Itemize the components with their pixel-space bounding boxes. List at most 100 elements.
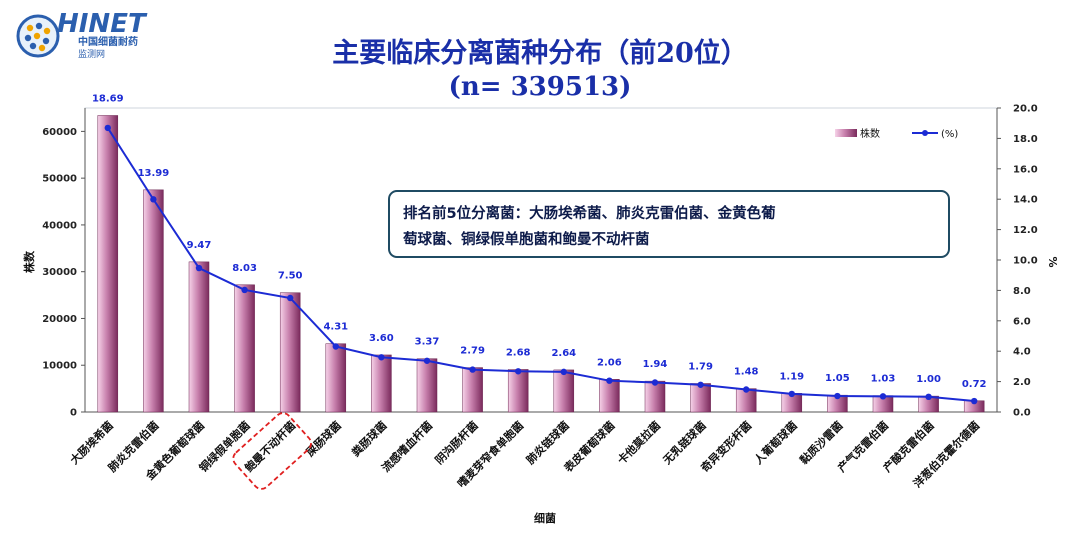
percent-value-label: 7.50 bbox=[278, 271, 303, 282]
legend-line-label: (%) bbox=[941, 129, 958, 140]
percent-value-label: 8.03 bbox=[232, 263, 257, 274]
percent-value-label: 2.68 bbox=[506, 347, 531, 358]
category-label: 阴沟肠杆菌 bbox=[432, 418, 481, 467]
percent-value-label: 2.79 bbox=[460, 346, 485, 357]
chart-subtitle: (n= 339513) bbox=[449, 72, 632, 102]
percent-value-label: 1.48 bbox=[734, 367, 759, 378]
category-label: 肺炎链球菌 bbox=[523, 418, 572, 467]
y2-tick-label: 20.0 bbox=[1013, 104, 1038, 115]
category-label: 无乳链球菌 bbox=[659, 418, 708, 467]
percent-point bbox=[879, 393, 887, 400]
bar bbox=[279, 292, 301, 413]
y2-tick-label: 18.0 bbox=[1013, 134, 1038, 145]
bar bbox=[188, 261, 210, 413]
note-box-frame bbox=[388, 190, 950, 258]
y-tick-label: 20000 bbox=[42, 314, 77, 325]
percent-point bbox=[606, 377, 613, 384]
x-axis-title: 细菌 bbox=[534, 511, 556, 525]
bar bbox=[462, 367, 483, 413]
percent-point bbox=[378, 354, 385, 361]
percent-value-label: 13.99 bbox=[138, 168, 170, 179]
percent-point bbox=[150, 196, 157, 203]
percent-value-label: 3.60 bbox=[369, 333, 394, 344]
y-tick-label: 10000 bbox=[42, 361, 77, 372]
percent-point bbox=[651, 379, 659, 386]
percent-point bbox=[287, 294, 294, 302]
percent-point bbox=[195, 264, 203, 272]
y2-tick-label: 0.0 bbox=[1013, 408, 1031, 419]
y2-tick-label: 6.0 bbox=[1013, 316, 1031, 327]
percent-point bbox=[241, 286, 248, 294]
bar bbox=[507, 369, 529, 413]
bar bbox=[234, 284, 255, 413]
bar bbox=[143, 189, 164, 413]
percent-point bbox=[743, 386, 750, 393]
category-label: 人葡萄球菌 bbox=[751, 418, 800, 467]
note-line-2: 萄球菌、铜绿假单胞菌和鲍曼不动杆菌 bbox=[403, 230, 650, 248]
percent-value-label: 1.03 bbox=[871, 374, 896, 385]
percent-line bbox=[104, 124, 978, 405]
y2-tick-label: 10.0 bbox=[1013, 256, 1038, 267]
axes: 0 10000 20000 30000 40000 50000 60000 0.0 2.0 4.0… bbox=[42, 104, 1038, 419]
y2-tick-label: 2.0 bbox=[1013, 377, 1031, 388]
bar bbox=[644, 380, 666, 413]
plot-frame bbox=[84, 107, 998, 413]
y2-tick-label: 12.0 bbox=[1013, 225, 1038, 236]
y2-tick-label: 14.0 bbox=[1013, 195, 1038, 206]
percent-point bbox=[971, 397, 978, 405]
legend-bar-swatch bbox=[835, 129, 857, 137]
percent-line-path bbox=[106, 127, 975, 403]
highlight-box bbox=[232, 412, 312, 490]
percent-point bbox=[697, 381, 704, 388]
chart-title: 主要临床分离菌种分布（前20位） bbox=[332, 37, 748, 69]
legend-line-marker bbox=[922, 130, 928, 136]
percent-point bbox=[788, 390, 795, 398]
percent-value-label: 1.00 bbox=[916, 374, 941, 385]
percent-value-label: 2.64 bbox=[551, 348, 576, 359]
chinet-logo: HINET 中国细菌耐药 监测网 bbox=[16, 9, 148, 60]
bar bbox=[599, 379, 620, 413]
percent-point bbox=[560, 368, 567, 376]
logo-subtitle-1: 中国细菌耐药 bbox=[78, 35, 138, 48]
percent-point bbox=[423, 357, 431, 364]
legend-bar-label: 株数 bbox=[860, 127, 880, 140]
value-labels: 18.69 13.99 9.47 8.03 7.50 4.31 3.60 3.37 2.79 2.… bbox=[92, 93, 987, 389]
category-label: 大肠埃希菌 bbox=[67, 418, 116, 467]
y2-tick-label: 16.0 bbox=[1013, 164, 1038, 175]
percent-point bbox=[469, 366, 476, 373]
y2-tick-label: 8.0 bbox=[1013, 286, 1031, 297]
note-line-1: 排名前5位分离菌：大肠埃希菌、肺炎克雷伯菌、金黄色葡 bbox=[403, 204, 776, 222]
y2-tick-label: 4.0 bbox=[1013, 347, 1031, 358]
percent-value-label: 1.19 bbox=[779, 371, 804, 382]
y-tick-label: 40000 bbox=[42, 220, 77, 231]
y2-axis-title: % bbox=[1046, 256, 1059, 267]
percent-value-label: 1.94 bbox=[643, 359, 668, 370]
bar bbox=[416, 358, 438, 413]
y-tick-label: 50000 bbox=[42, 174, 77, 185]
logo-subtitle-2: 监测网 bbox=[78, 48, 105, 60]
percent-value-label: 1.79 bbox=[688, 361, 713, 372]
percent-value-label: 2.06 bbox=[597, 357, 622, 368]
y-tick-label: 60000 bbox=[42, 127, 77, 138]
note-box: 排名前5位分离菌：大肠埃希菌、肺炎克雷伯菌、金黄色葡 萄球菌、铜绿假单胞菌和鲍曼… bbox=[388, 190, 950, 258]
bar bbox=[325, 343, 347, 413]
percent-value-label: 4.31 bbox=[323, 322, 348, 333]
percent-point bbox=[925, 393, 932, 400]
percent-value-label: 18.69 bbox=[92, 93, 124, 104]
category-label: 黏质沙雷菌 bbox=[797, 418, 846, 467]
bars bbox=[97, 115, 985, 413]
bar bbox=[97, 115, 119, 413]
category-label: 粪肠球菌 bbox=[349, 418, 390, 459]
percent-point bbox=[104, 124, 112, 132]
category-label: 卡他莫拉菌 bbox=[614, 418, 663, 467]
percent-point bbox=[515, 368, 522, 375]
bar bbox=[371, 354, 392, 413]
percent-value-label: 0.72 bbox=[962, 379, 987, 390]
percent-value-label: 3.37 bbox=[415, 337, 440, 348]
logo-name: HINET bbox=[57, 9, 148, 39]
percent-value-label: 1.05 bbox=[825, 373, 850, 384]
percent-value-label: 9.47 bbox=[187, 240, 212, 251]
percent-point bbox=[834, 392, 841, 400]
bar bbox=[553, 369, 575, 413]
